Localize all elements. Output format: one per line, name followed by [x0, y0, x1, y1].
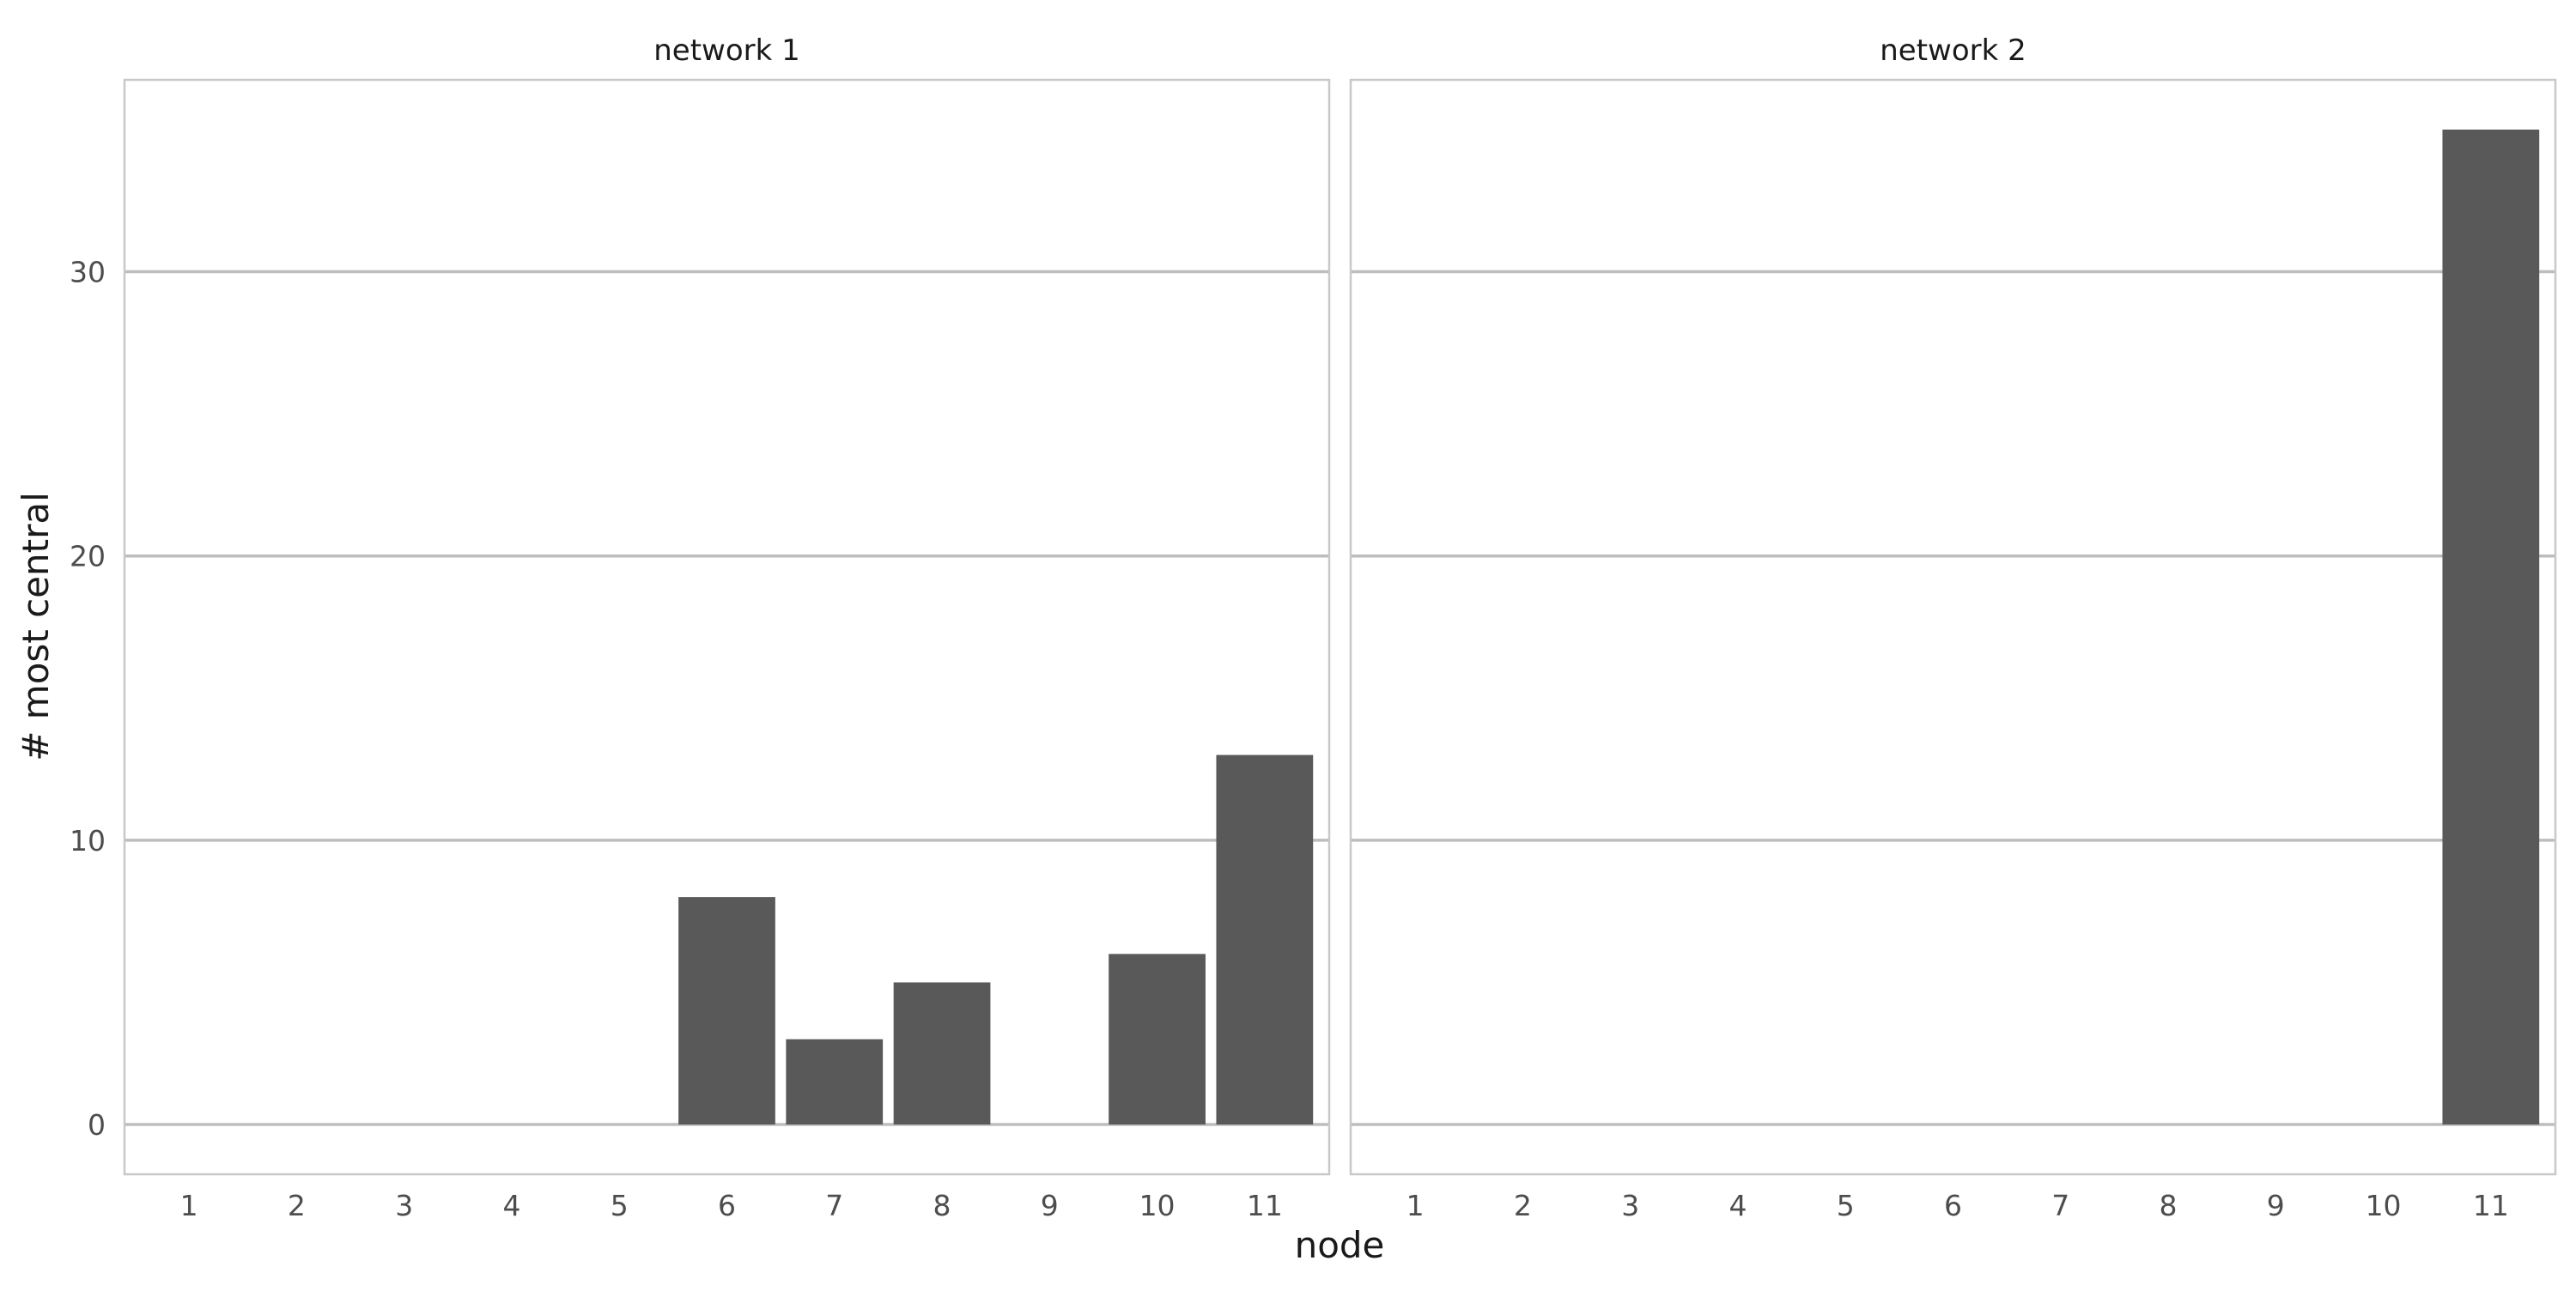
bar [1109, 954, 1206, 1125]
bar [1216, 755, 1314, 1125]
x-tick-label: 9 [2267, 1189, 2285, 1222]
bar [678, 897, 775, 1125]
x-tick-label: 10 [2366, 1189, 2402, 1222]
x-tick-label: 8 [933, 1189, 951, 1222]
x-tick-label: 2 [1514, 1189, 1532, 1222]
x-tick-label: 2 [288, 1189, 306, 1222]
panel-title: network 1 [653, 33, 800, 68]
x-tick-label: 11 [2473, 1189, 2509, 1222]
panels-layer: network 1 1 2 3 4 5 6 7 8 9 10 11 network 2 1 2 3 4 5 6 7 8 9… [70, 33, 2557, 1222]
x-tick-label: 1 [180, 1189, 198, 1222]
x-tick-label: 8 [2160, 1189, 2178, 1222]
x-tick-label: 7 [825, 1189, 843, 1222]
x-axis-label: node [1295, 1224, 1385, 1266]
panel-title: network 2 [1880, 33, 2026, 68]
x-tick-label: 6 [718, 1189, 736, 1222]
y-tick-label: 30 [70, 256, 106, 289]
y-tick-label: 0 [88, 1108, 106, 1142]
x-tick-label: 3 [1621, 1189, 1639, 1222]
x-tick-label: 9 [1041, 1189, 1059, 1222]
bar [2442, 129, 2540, 1125]
panel-border [1349, 78, 2557, 1176]
x-tick-label: 4 [1728, 1189, 1747, 1222]
x-tick-label: 5 [1837, 1189, 1855, 1222]
panel-border [123, 78, 1331, 1176]
panel-1: network 1 1 2 3 4 5 6 7 8 9 10 11 [123, 33, 1331, 1222]
y-axis-label: # most central [15, 492, 57, 761]
x-tick-label: 3 [395, 1189, 413, 1222]
x-tick-label: 5 [611, 1189, 629, 1222]
x-tick-label: 4 [502, 1189, 520, 1222]
x-tick-label: 6 [1944, 1189, 1962, 1222]
panel-2: network 2 1 2 3 4 5 6 7 8 9 10 11 [1349, 33, 2557, 1222]
y-tick-label: 20 [70, 540, 106, 573]
x-tick-label: 10 [1139, 1189, 1176, 1222]
x-tick-label: 1 [1406, 1189, 1425, 1222]
x-tick-label: 11 [1247, 1189, 1283, 1222]
bar [893, 982, 991, 1125]
y-tick-label: 10 [70, 824, 106, 858]
x-tick-label: 7 [2051, 1189, 2069, 1222]
bar [786, 1039, 884, 1125]
